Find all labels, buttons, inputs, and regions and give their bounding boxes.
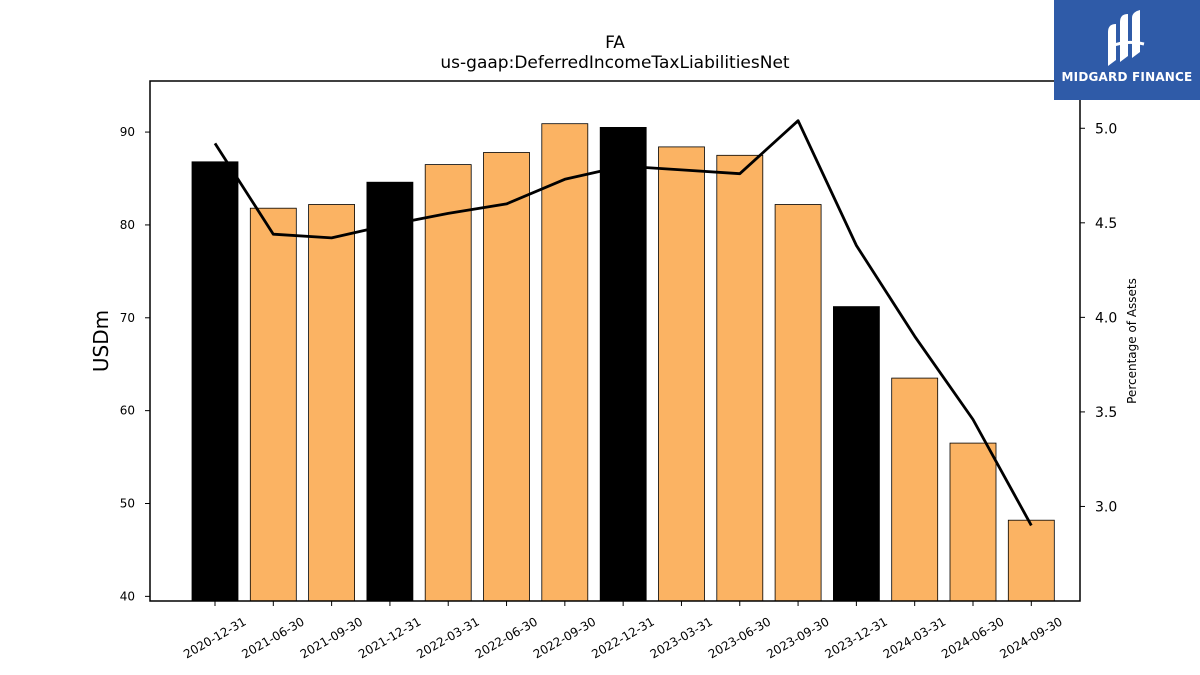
y-tick-label: 40 (120, 589, 135, 603)
bar (833, 306, 880, 602)
logo-mark-icon (1108, 10, 1145, 66)
left-axis-ticks: 40 50 60 70 80 90 (120, 125, 150, 603)
bar (541, 123, 589, 602)
bar (249, 207, 297, 602)
y2-tick-label: 3.5 (1095, 405, 1117, 421)
y-tick-label: 60 (120, 404, 135, 418)
y-tick-label: 70 (120, 311, 135, 325)
x-tick-label: 2022-09-30 (531, 614, 598, 661)
y-tick-label: 80 (120, 218, 135, 232)
x-tick-label: 2023-06-30 (706, 614, 773, 661)
line-group (213, 119, 1033, 527)
x-tick-label: 2023-09-30 (764, 614, 831, 661)
chart-subtitle: us-gaap:DeferredIncomeTaxLiabilitiesNet (440, 53, 790, 73)
y2-tick-label: 3.0 (1095, 499, 1117, 515)
plot-frame (149, 80, 1081, 602)
bar (716, 154, 764, 602)
logo-text: MIDGARD FINANCE (1061, 70, 1193, 84)
bar (774, 204, 822, 602)
x-tick-label: 2024-09-30 (997, 614, 1064, 661)
y2-tick-label: 4.0 (1095, 310, 1117, 326)
y-axis-label: USDm (89, 310, 113, 372)
right-axis-ticks: 3.0 3.5 4.0 4.5 5.0 (1080, 121, 1117, 515)
bar (599, 127, 647, 602)
x-tick-label: 2024-03-31 (881, 614, 948, 661)
y2-axis-label: Percentage of Assets (1125, 278, 1139, 404)
bar (949, 442, 997, 602)
brand-logo: MIDGARD FINANCE (1054, 0, 1200, 100)
x-tick-label: 2022-06-30 (473, 614, 540, 661)
y2-tick-label: 5.0 (1095, 121, 1117, 137)
x-tick-label: 2021-06-30 (239, 614, 306, 661)
x-tick-label: 2022-03-31 (414, 614, 481, 661)
x-tick-label: 2024-06-30 (939, 614, 1006, 661)
y-tick-label: 90 (120, 125, 135, 139)
x-tick-label: 2023-12-31 (822, 614, 889, 661)
y2-tick-label: 4.5 (1095, 216, 1117, 232)
bar (658, 146, 705, 602)
y-tick-label: 50 (120, 497, 135, 511)
bar-group (191, 123, 1055, 602)
bar (191, 161, 239, 602)
x-axis-ticks: 2020-12-312021-06-302021-09-302021-12-31… (181, 601, 1065, 661)
bar (308, 204, 356, 602)
chart-title: FA (605, 33, 625, 53)
bar (366, 181, 414, 602)
bar (891, 377, 939, 602)
x-tick-label: 2021-09-30 (298, 614, 365, 661)
bar (424, 164, 472, 602)
line-series-percentage (213, 119, 1033, 527)
x-tick-label: 2023-03-31 (648, 614, 715, 661)
bar (483, 152, 530, 602)
x-tick-label: 2021-12-31 (356, 614, 423, 661)
x-tick-label: 2022-12-31 (589, 614, 656, 661)
x-tick-label: 2020-12-31 (181, 614, 248, 661)
bar (1007, 519, 1055, 602)
